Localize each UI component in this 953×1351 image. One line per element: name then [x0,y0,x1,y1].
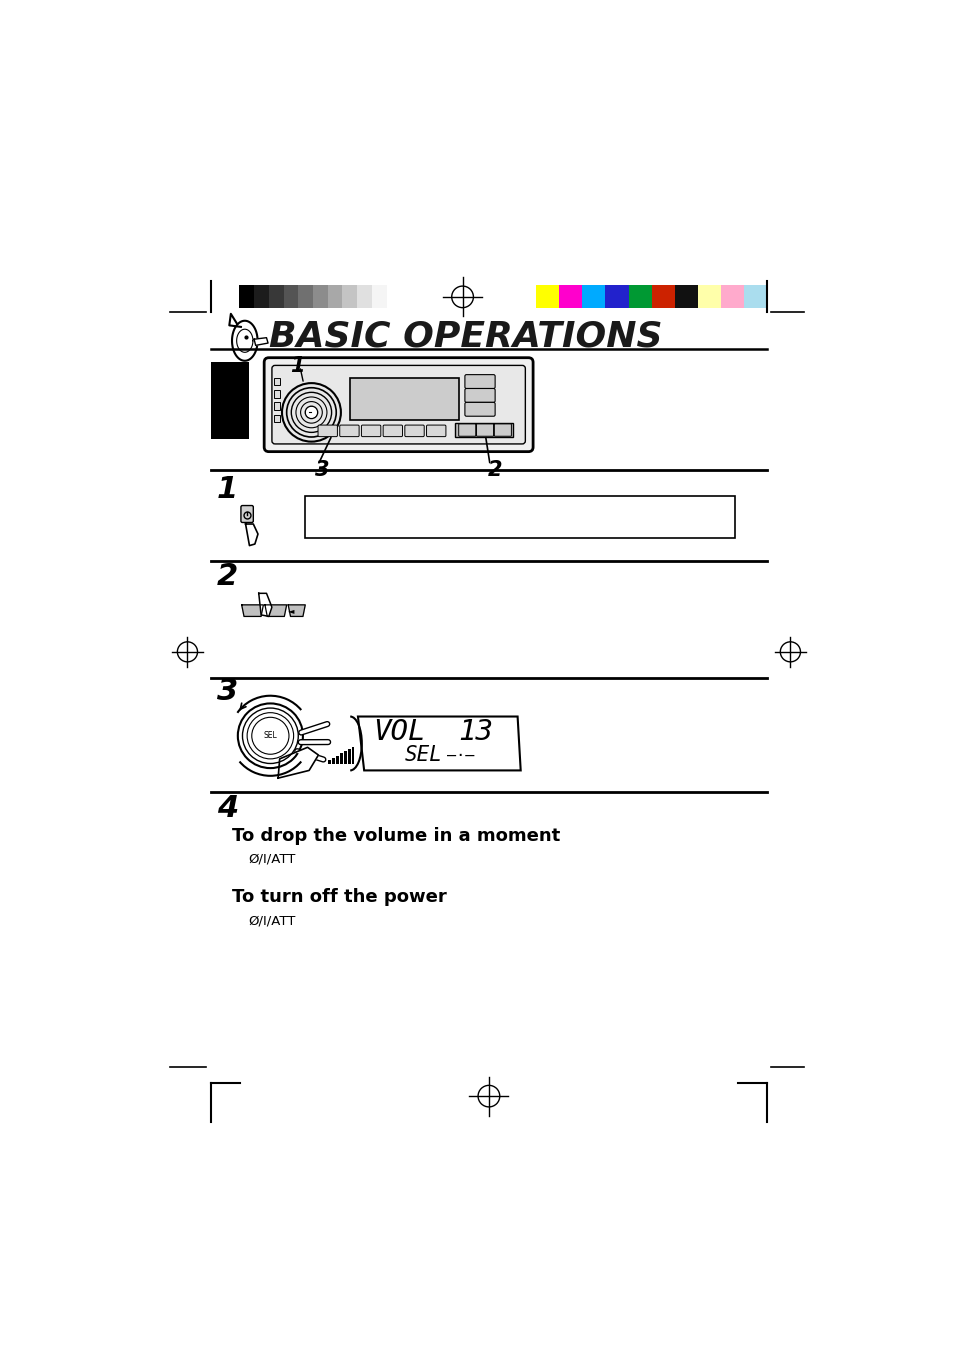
FancyBboxPatch shape [264,358,533,451]
Text: 2: 2 [216,562,238,590]
FancyBboxPatch shape [317,426,337,436]
FancyBboxPatch shape [361,426,380,436]
Bar [332,758,335,765]
Bar [239,285,253,308]
Text: –·–: –·– [447,747,474,762]
Text: Ø/I/ATT: Ø/I/ATT [248,915,295,927]
Text: VOL: VOL [373,717,425,746]
Text: 4: 4 [216,794,238,823]
Bar [340,754,342,765]
Bar [274,403,280,411]
Text: 2: 2 [488,461,502,480]
FancyBboxPatch shape [339,426,358,436]
Bar [455,423,513,436]
Bar [274,378,280,385]
FancyBboxPatch shape [476,424,493,436]
FancyBboxPatch shape [241,505,253,523]
Text: 13: 13 [458,717,494,746]
Bar [674,285,698,308]
Bar [581,285,605,308]
FancyBboxPatch shape [458,424,476,436]
Bar [352,747,355,765]
Text: SEL: SEL [263,731,277,740]
Bar [372,285,386,308]
Text: 3: 3 [315,461,330,480]
Polygon shape [265,605,286,616]
Text: To drop the volume in a moment: To drop the volume in a moment [233,827,560,844]
Bar [350,378,458,420]
FancyBboxPatch shape [464,374,495,389]
Bar [283,285,298,308]
Bar [356,285,372,308]
Bar [328,285,342,308]
Bar [274,390,280,397]
Bar [536,285,558,308]
Bar [743,285,766,308]
Polygon shape [241,605,263,616]
Circle shape [307,408,315,417]
Bar [698,285,720,308]
Text: 1: 1 [291,357,305,376]
Polygon shape [245,524,257,546]
Bar [328,761,331,765]
Text: ◄: ◄ [288,607,294,616]
Text: To turn off the power: To turn off the power [233,889,447,907]
Polygon shape [253,338,268,346]
Text: 1: 1 [216,474,238,504]
Polygon shape [357,716,520,770]
FancyBboxPatch shape [404,426,424,436]
Polygon shape [278,747,318,778]
Bar [651,285,674,308]
Text: BASIC OPERATIONS: BASIC OPERATIONS [269,319,661,353]
Bar [335,755,338,765]
Text: SEL: SEL [404,744,442,765]
Bar [253,285,269,308]
Bar [720,285,743,308]
Bar [605,285,628,308]
Bar [628,285,651,308]
FancyBboxPatch shape [464,403,495,416]
FancyBboxPatch shape [426,426,445,436]
Bar [348,748,350,765]
Bar [211,362,249,439]
Bar [558,285,581,308]
Bar [342,285,356,308]
FancyBboxPatch shape [272,365,525,444]
Bar [305,496,735,538]
Text: 3: 3 [216,677,238,707]
Polygon shape [288,605,305,616]
Bar [313,285,328,308]
FancyBboxPatch shape [383,426,402,436]
Text: Ø/I/ATT: Ø/I/ATT [248,852,295,866]
Bar [274,415,280,423]
Bar [298,285,313,308]
Bar [269,285,283,308]
FancyBboxPatch shape [464,389,495,403]
Bar [344,751,346,765]
FancyBboxPatch shape [494,424,511,436]
Polygon shape [258,593,272,616]
